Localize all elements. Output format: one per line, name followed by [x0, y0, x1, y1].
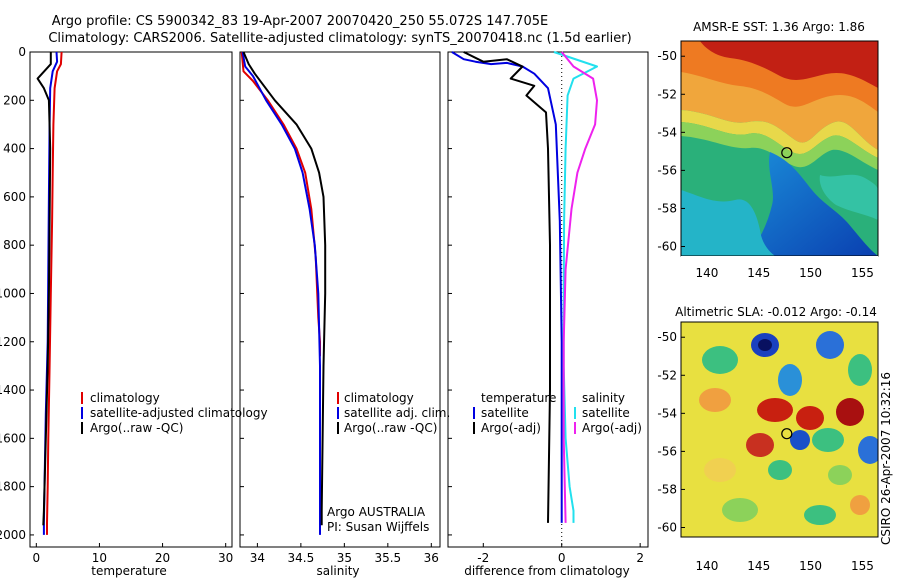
- pi-name-note: PI: Susan Wijffels: [327, 520, 429, 534]
- map-axis-ticks: 140 145 150 155 -50 -52 -54 -56 -58 -60 140 145 150 1…: [657, 49, 874, 573]
- series-line-blue: [451, 51, 563, 523]
- map-y-tick-label: -50: [657, 330, 677, 344]
- x-tick-label: 20: [155, 551, 170, 565]
- x-tick-label: 35: [337, 551, 352, 565]
- map-y-tick-label: -50: [657, 49, 677, 63]
- argo-position-marker: [781, 428, 793, 440]
- map-y-tick-label: -58: [657, 201, 677, 215]
- axis-ticks: 0200400600800100012001400160018002000010…: [0, 45, 644, 565]
- legend-entry: climatology: [344, 391, 414, 405]
- y-tick-label: 1000: [0, 286, 26, 300]
- map-x-tick-label: 150: [799, 266, 822, 280]
- series-line-blue: [241, 51, 321, 535]
- map-y-tick-label: -52: [657, 368, 677, 382]
- y-tick-label: 600: [3, 190, 26, 204]
- y-tick-label: 1800: [0, 480, 26, 494]
- salinity-legend: climatology satellite adj. clim. Argo(..…: [337, 391, 450, 435]
- sst-map-image: [681, 41, 878, 256]
- legend-entry: Argo(..raw -QC): [344, 421, 437, 435]
- temperature-legend: climatology satellite-adjusted climatolo…: [81, 391, 268, 435]
- legend-entry: Argo(-adj): [481, 421, 541, 435]
- legend-header-salinity: salinity: [582, 391, 625, 405]
- x-tick-label: 10: [92, 551, 107, 565]
- legend-entry: Argo(..raw -QC): [90, 421, 183, 435]
- map-y-tick-label: -60: [657, 520, 677, 534]
- map-y-tick-label: -56: [657, 163, 677, 177]
- salinity-panel-frame: [239, 51, 441, 548]
- series-line-black: [242, 51, 327, 526]
- profile-lines: [36, 51, 598, 547]
- series-line-red: [46, 51, 63, 535]
- x-tick-label: -2: [477, 551, 489, 565]
- series-line-cyan: [553, 51, 598, 523]
- series-line-black: [36, 52, 52, 526]
- map-x-tick-label: 140: [695, 559, 718, 573]
- map-y-tick-label: -56: [657, 444, 677, 458]
- map-x-tick-label: 145: [747, 266, 770, 280]
- argo-position-marker: [781, 147, 793, 159]
- legend-entry: satellite: [481, 406, 529, 420]
- x-tick-label: 30: [218, 551, 233, 565]
- y-tick-label: 800: [3, 238, 26, 252]
- x-tick-label: 34.5: [288, 551, 315, 565]
- argo-australia-note: Argo AUSTRALIA: [327, 505, 426, 519]
- difference-legend: temperature salinity satellite Argo(-adj…: [473, 391, 642, 435]
- map-y-tick-label: -58: [657, 482, 677, 496]
- x-tick-label: 35.5: [374, 551, 401, 565]
- legend-header-temperature: temperature: [481, 391, 556, 405]
- y-tick-label: 1200: [0, 335, 26, 349]
- map-x-tick-label: 155: [851, 266, 874, 280]
- y-tick-label: 1600: [0, 431, 26, 445]
- x-tick-label: 36: [424, 551, 439, 565]
- sst-map-bottom-margin: [681, 256, 878, 271]
- map-y-tick-label: -60: [657, 239, 677, 253]
- legend-entry: satellite adj. clim.: [344, 406, 450, 420]
- legend-entry: satellite-adjusted climatology: [90, 406, 268, 420]
- legend-entry: satellite: [582, 406, 630, 420]
- legend-entry: climatology: [90, 391, 160, 405]
- x-tick-label: 0: [32, 551, 40, 565]
- map-y-tick-label: -52: [657, 87, 677, 101]
- sla-map-title: Altimetric SLA: -0.012 Argo: -0.14: [675, 305, 877, 319]
- csiro-timestamp: CSIRO 26-Apr-2007 10:32:16: [879, 372, 893, 545]
- map-y-tick-label: -54: [657, 125, 677, 139]
- y-tick-label: 400: [3, 142, 26, 156]
- legend-entry: Argo(-adj): [582, 421, 642, 435]
- x-tick-label: 34: [250, 551, 265, 565]
- y-tick-label: 1400: [0, 383, 26, 397]
- map-x-tick-label: 145: [747, 559, 770, 573]
- series-line-black: [463, 51, 551, 523]
- sst-map-title: AMSR-E SST: 1.36 Argo: 1.86: [693, 20, 865, 34]
- figure-title-line-1: Argo profile: CS 5900342_83 19-Apr-2007 …: [52, 14, 548, 29]
- temperature-xlabel: temperature: [91, 564, 166, 578]
- x-tick-label: 0: [558, 551, 566, 565]
- sla-map-image: [681, 322, 878, 537]
- sla-map-frame: [680, 321, 879, 538]
- map-x-tick-label: 140: [695, 266, 718, 280]
- difference-xlabel: difference from climatology: [464, 564, 630, 578]
- figure-title-line-2: Climatology: CARS2006. Satellite-adjuste…: [48, 31, 631, 46]
- series-line-magenta: [560, 51, 598, 523]
- temperature-panel-frame: [29, 51, 233, 548]
- map-x-tick-label: 155: [851, 559, 874, 573]
- map-x-tick-label: 150: [799, 559, 822, 573]
- difference-panel-frame: [447, 51, 649, 548]
- y-tick-label: 200: [3, 93, 26, 107]
- map-y-tick-label: -54: [657, 406, 677, 420]
- salinity-xlabel: salinity: [316, 564, 359, 578]
- y-tick-label: 2000: [0, 528, 26, 542]
- x-tick-label: 2: [636, 551, 644, 565]
- y-tick-label: 0: [18, 45, 26, 59]
